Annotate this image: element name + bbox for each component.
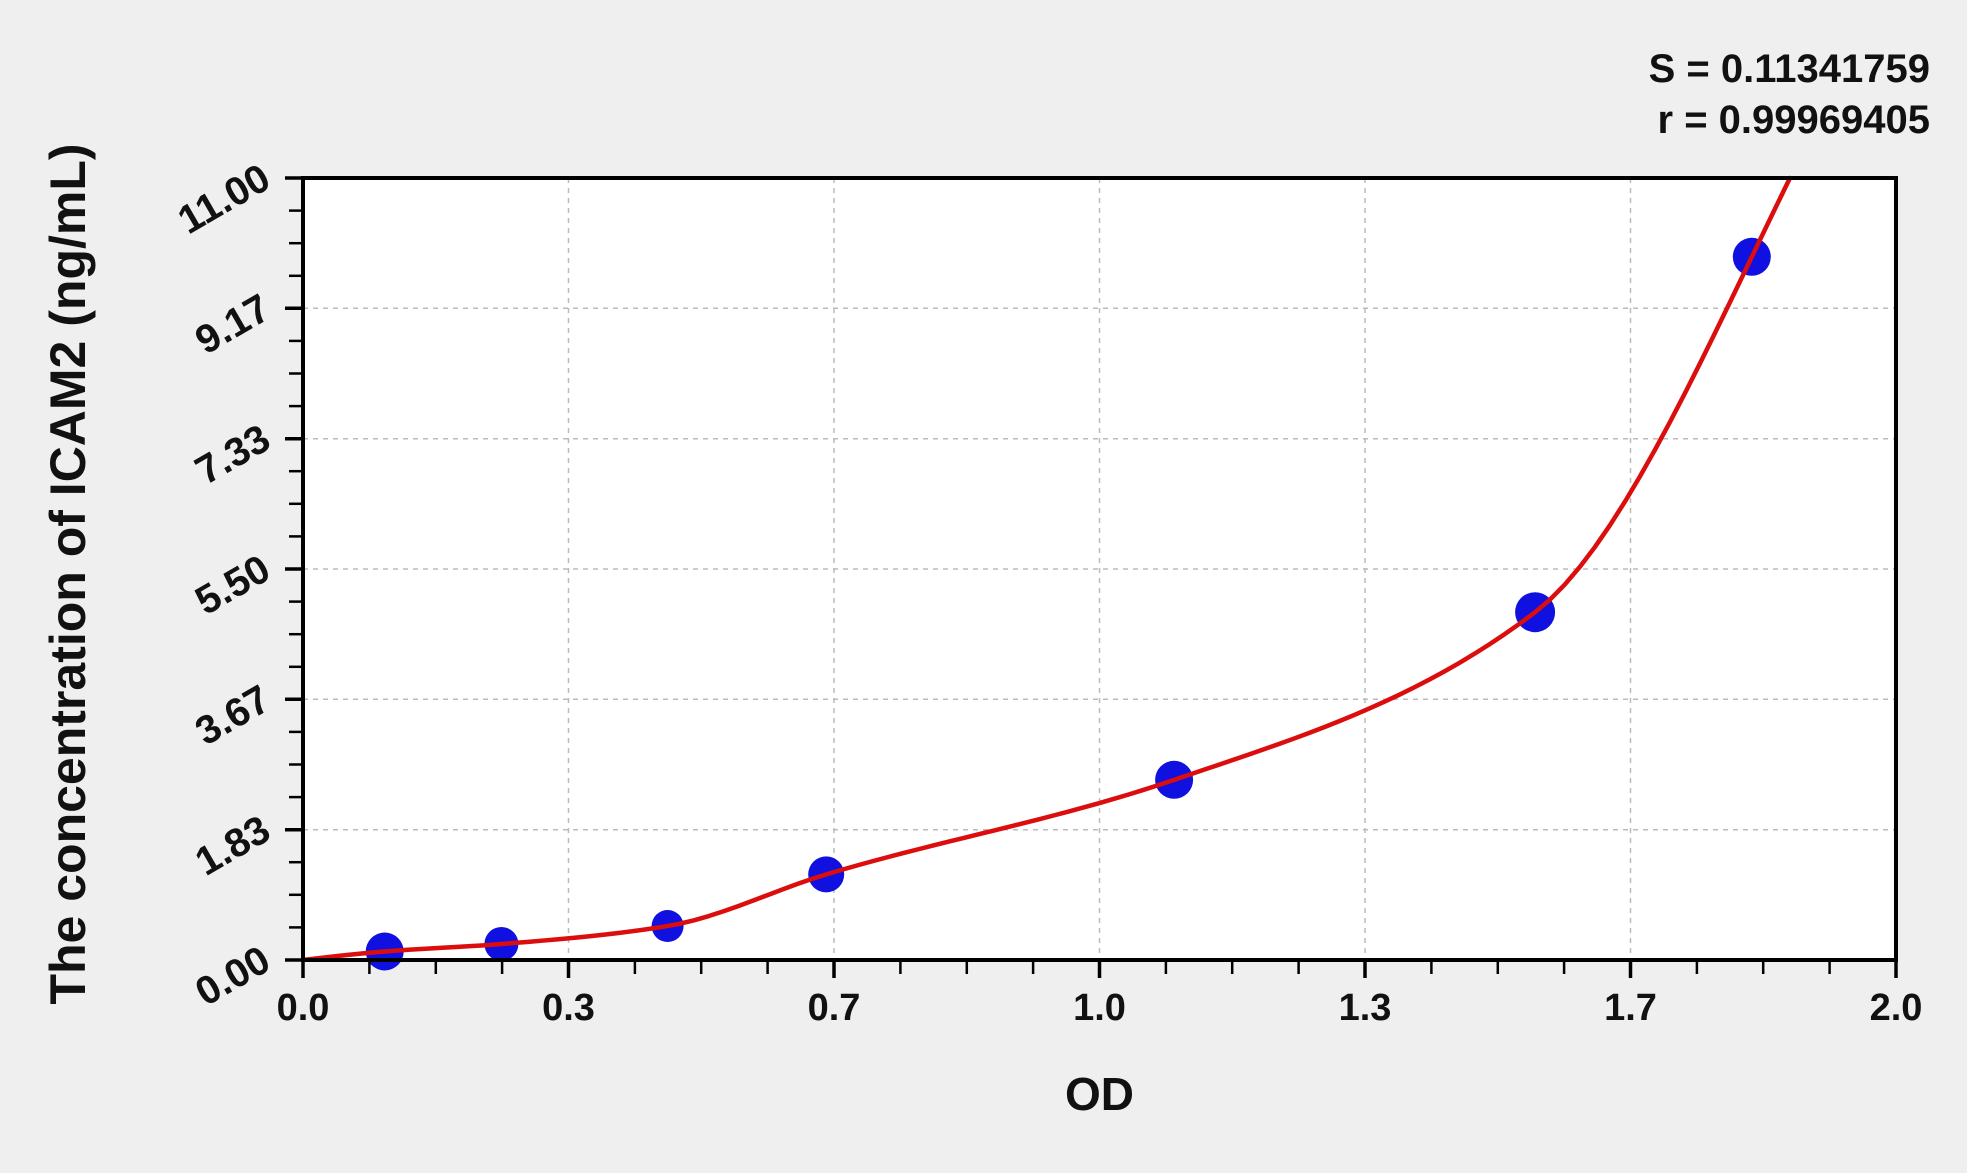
svg-text:The concentration of ICAM2 (ng: The concentration of ICAM2 (ng/mL) xyxy=(40,143,96,1004)
svg-text:5.50: 5.50 xyxy=(188,547,277,624)
svg-text:0.7: 0.7 xyxy=(808,987,861,1029)
svg-text:1.0: 1.0 xyxy=(1073,987,1126,1029)
svg-text:OD: OD xyxy=(1065,1068,1134,1120)
svg-text:2.0: 2.0 xyxy=(1870,987,1923,1029)
svg-text:9.17: 9.17 xyxy=(188,286,277,363)
svg-text:S = 0.11341759: S = 0.11341759 xyxy=(1649,47,1930,91)
svg-text:3.67: 3.67 xyxy=(188,677,277,754)
svg-text:1.83: 1.83 xyxy=(188,807,277,884)
svg-text:1.3: 1.3 xyxy=(1339,987,1392,1029)
svg-text:7.33: 7.33 xyxy=(188,416,277,493)
svg-text:0.00: 0.00 xyxy=(188,938,277,1015)
svg-text:0.0: 0.0 xyxy=(277,987,330,1029)
svg-text:0.3: 0.3 xyxy=(542,987,595,1029)
svg-text:1.7: 1.7 xyxy=(1604,987,1657,1029)
svg-text:r = 0.99969405: r = 0.99969405 xyxy=(1658,98,1930,142)
svg-text:11.00: 11.00 xyxy=(171,156,278,243)
